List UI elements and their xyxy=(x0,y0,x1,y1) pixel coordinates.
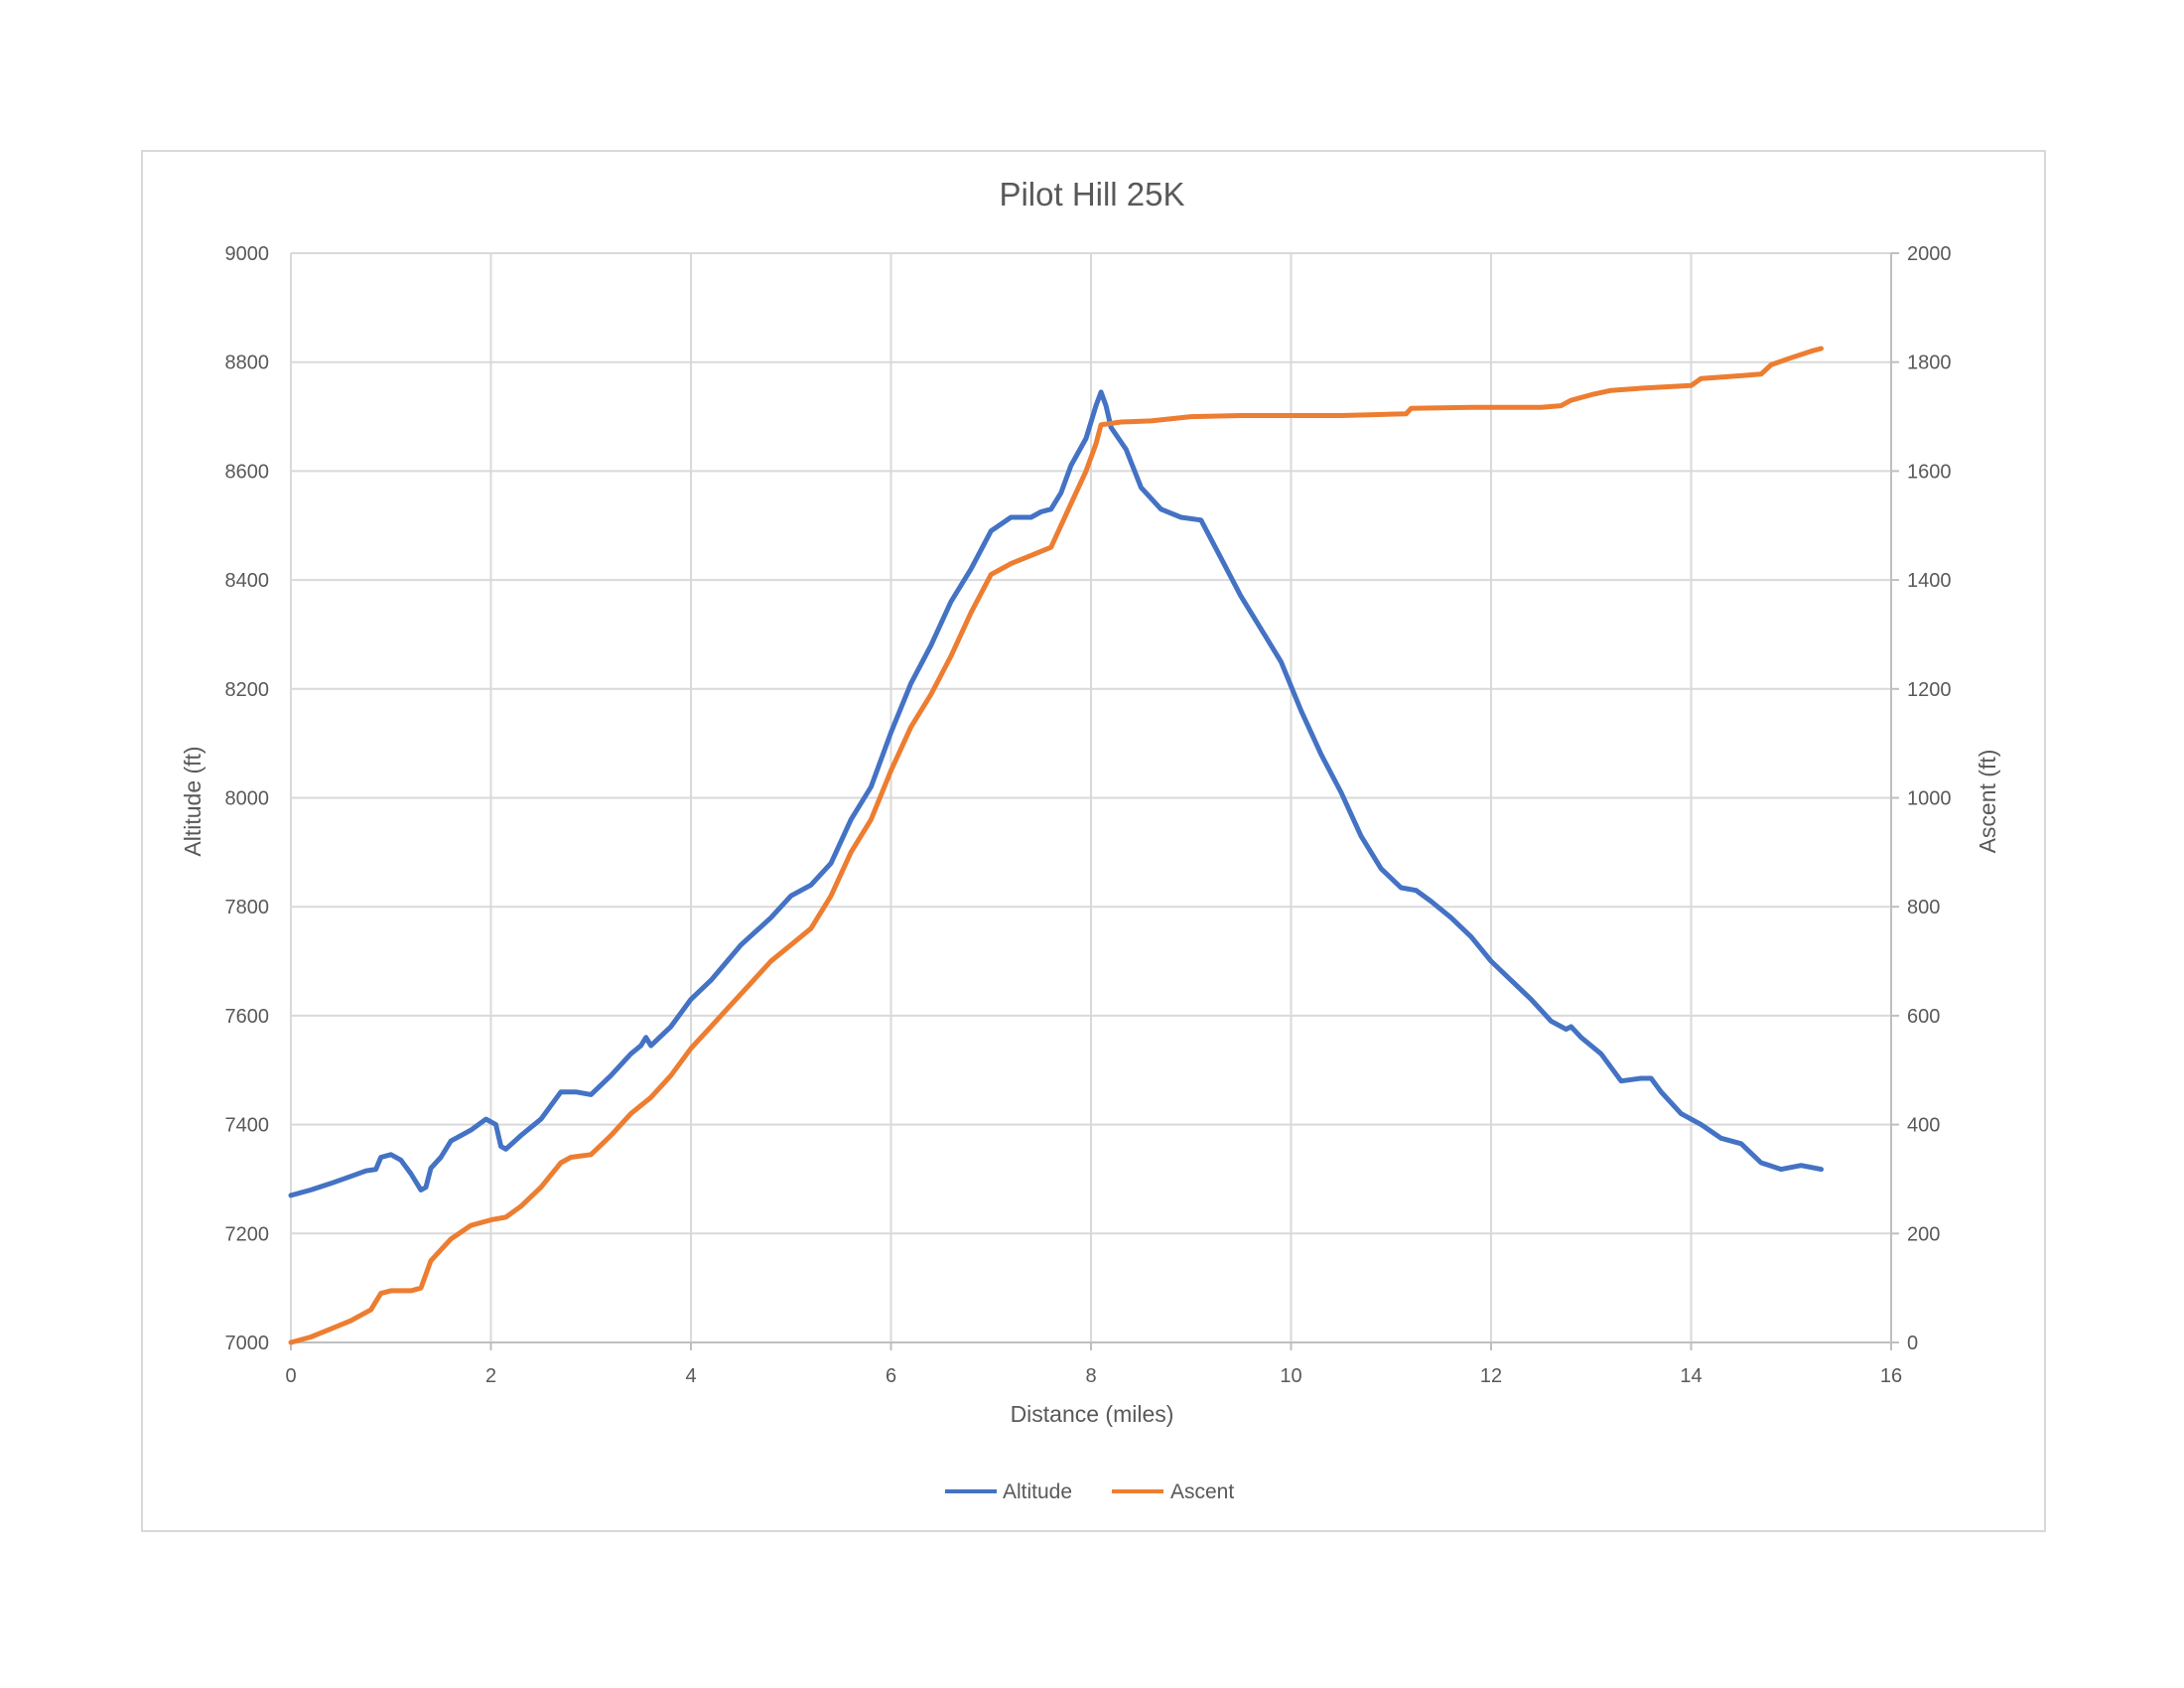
series-line-altitude xyxy=(288,389,1824,1198)
x-tick-label: 12 xyxy=(1480,1365,1502,1387)
y2-tick-label: 0 xyxy=(1907,1333,1918,1354)
legend: Altitude Ascent xyxy=(945,1480,1234,1503)
series-layer xyxy=(288,346,1824,1345)
y-axis-title: Altitude (ft) xyxy=(180,746,205,856)
x-tick-label: 10 xyxy=(1280,1365,1301,1387)
legend-label-altitude: Altitude xyxy=(1003,1480,1072,1503)
legend-label-ascent: Ascent xyxy=(1170,1480,1234,1503)
y-tick-label: 7600 xyxy=(225,1006,270,1028)
y-tick-label: 7000 xyxy=(225,1333,270,1354)
y-tick-label: 8400 xyxy=(225,570,270,592)
x-tick-label: 6 xyxy=(886,1365,896,1387)
x-tick-label: 8 xyxy=(1085,1365,1096,1387)
y2-tick-label: 800 xyxy=(1907,897,1940,918)
x-tick-label: 14 xyxy=(1680,1365,1702,1387)
x-tick-label: 16 xyxy=(1880,1365,1902,1387)
y2-tick-label: 1400 xyxy=(1907,570,1952,592)
chart-frame xyxy=(141,150,2046,1532)
y-tick-label: 8800 xyxy=(225,352,270,374)
y2-tick-label: 1600 xyxy=(1907,461,1952,483)
y-tick-label: 8600 xyxy=(225,461,270,483)
y2-tick-label: 600 xyxy=(1907,1006,1940,1028)
y-tick-label: 8000 xyxy=(225,788,270,810)
y2-tick-label: 1200 xyxy=(1907,679,1952,701)
y2-tick-label: 200 xyxy=(1907,1223,1940,1245)
x-tick-label: 4 xyxy=(685,1365,696,1387)
x-tick-label: 0 xyxy=(285,1365,296,1387)
y-tick-label: 8200 xyxy=(225,679,270,701)
y-tick-label: 7400 xyxy=(225,1115,270,1137)
chart-title: Pilot Hill 25K xyxy=(999,176,1184,212)
grid-layer xyxy=(290,252,1899,1350)
y-tick-label: 7800 xyxy=(225,897,270,918)
y-tick-label: 9000 xyxy=(225,243,270,265)
y2-tick-label: 2000 xyxy=(1907,243,1952,265)
y2-tick-label: 1000 xyxy=(1907,788,1952,810)
y2-tick-label: 1800 xyxy=(1907,352,1952,374)
y2-axis-title: Ascent (ft) xyxy=(1975,750,2000,854)
y2-tick-label: 400 xyxy=(1907,1115,1940,1137)
x-axis-title: Distance (miles) xyxy=(1011,1401,1174,1427)
y-tick-label: 7200 xyxy=(225,1223,270,1245)
x-tick-label: 2 xyxy=(485,1365,496,1387)
series-line-ascent xyxy=(288,346,1824,1345)
